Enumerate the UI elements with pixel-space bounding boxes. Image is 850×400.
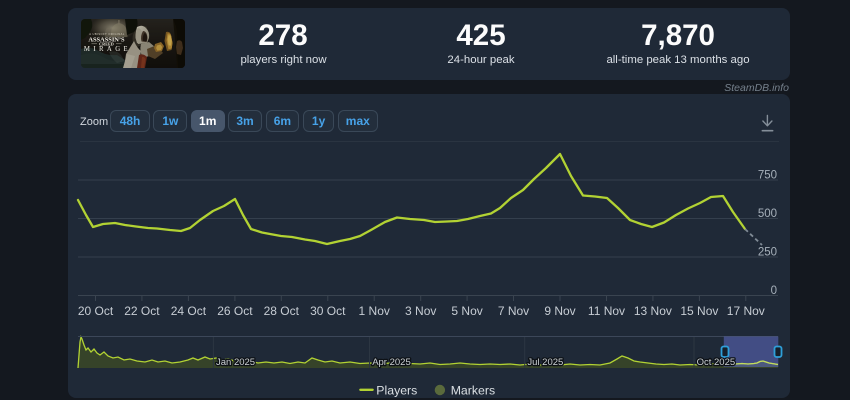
svg-text:11 Nov: 11 Nov	[588, 304, 625, 318]
svg-text:500: 500	[758, 208, 777, 220]
svg-text:750: 750	[758, 170, 777, 182]
svg-text:13 Nov: 13 Nov	[634, 304, 672, 318]
svg-text:28 Oct: 28 Oct	[264, 304, 300, 318]
svg-text:Jan 2025: Jan 2025	[216, 357, 255, 368]
svg-text:Jul 2025: Jul 2025	[527, 357, 563, 368]
svg-text:9 Nov: 9 Nov	[544, 304, 575, 318]
svg-text:3 Nov: 3 Nov	[405, 304, 436, 318]
svg-text:26 Oct: 26 Oct	[217, 304, 253, 318]
svg-text:CREED: CREED	[99, 42, 114, 47]
svg-text:A UBISOFT ORIGINAL: A UBISOFT ORIGINAL	[89, 32, 125, 36]
svg-text:17 Nov: 17 Nov	[727, 304, 765, 318]
svg-text:Players: Players	[376, 384, 417, 398]
svg-text:250: 250	[758, 247, 777, 259]
svg-text:7 Nov: 7 Nov	[498, 304, 529, 318]
svg-text:15 Nov: 15 Nov	[680, 304, 718, 318]
svg-text:Markers: Markers	[451, 384, 495, 398]
svg-text:24 Oct: 24 Oct	[171, 304, 207, 318]
svg-text:0: 0	[771, 285, 777, 297]
svg-text:22 Oct: 22 Oct	[124, 304, 160, 318]
svg-text:30 Oct: 30 Oct	[310, 304, 346, 318]
svg-text:Apr 2025: Apr 2025	[372, 357, 411, 368]
svg-text:20 Oct: 20 Oct	[78, 304, 114, 318]
svg-text:MIRAGE: MIRAGE	[84, 46, 131, 53]
svg-text:Oct 2025: Oct 2025	[697, 357, 736, 368]
svg-text:5 Nov: 5 Nov	[451, 304, 482, 318]
svg-text:1 Nov: 1 Nov	[359, 304, 390, 318]
svg-text:ASSASSIN’S: ASSASSIN’S	[88, 37, 125, 44]
